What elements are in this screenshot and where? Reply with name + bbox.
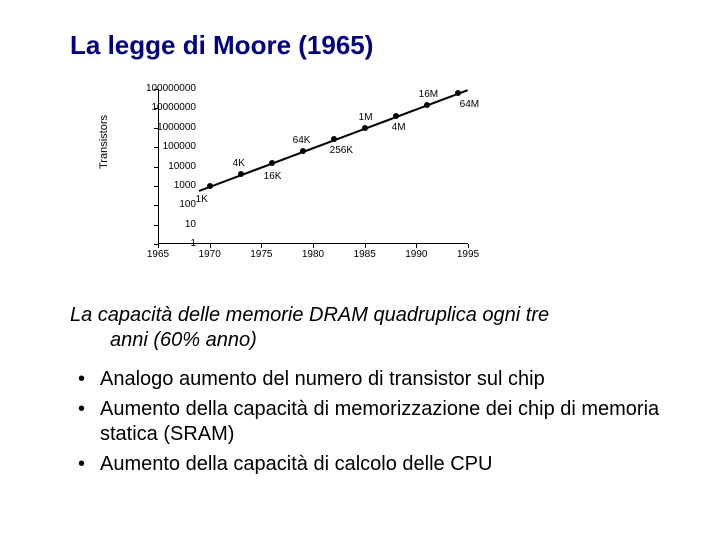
data-label: 4K: [233, 158, 245, 169]
data-label: 16M: [419, 89, 438, 100]
bullet-item: Aumento della capacità di calcolo delle …: [70, 452, 660, 478]
plot-area: [158, 89, 468, 244]
x-tick-mark: [365, 244, 366, 248]
x-tick-label: 1970: [195, 249, 225, 260]
y-tick-label: 1000: [141, 180, 196, 191]
x-tick-mark: [158, 244, 159, 248]
y-tick-mark: [154, 147, 158, 148]
y-tick-label: 10: [141, 219, 196, 230]
y-tick-mark: [154, 128, 158, 129]
x-tick-mark: [313, 244, 314, 248]
bullet-item: Analogo aumento del numero di transistor…: [70, 367, 660, 393]
y-tick-label: 1000000: [141, 122, 196, 133]
subtitle-line2: anni (60% anno): [110, 328, 660, 353]
x-tick-label: 1985: [350, 249, 380, 260]
data-point: [331, 136, 337, 142]
x-tick-label: 1965: [143, 249, 173, 260]
y-tick-mark: [154, 167, 158, 168]
y-tick-mark: [154, 108, 158, 109]
x-tick-mark: [261, 244, 262, 248]
page-title: La legge di Moore (1965): [70, 30, 660, 61]
x-tick-label: 1995: [453, 249, 483, 260]
y-tick-label: 100: [141, 199, 196, 210]
data-label: 64M: [460, 99, 479, 110]
x-tick-label: 1975: [246, 249, 276, 260]
moore-chart: Transistors 100000000 10000000 1000000 1000…: [88, 79, 508, 279]
data-label: 256K: [330, 145, 353, 156]
data-point: [455, 90, 461, 96]
data-label: 16K: [264, 171, 282, 182]
data-point: [300, 148, 306, 154]
subtitle: La capacità delle memorie DRAM quadrupli…: [70, 303, 660, 353]
y-tick-label: 10000000: [141, 102, 196, 113]
data-point: [362, 125, 368, 131]
y-axis-label: Transistors: [98, 115, 110, 169]
y-tick-mark: [154, 89, 158, 90]
subtitle-line1: La capacità delle memorie DRAM quadrupli…: [70, 304, 549, 326]
data-point: [207, 183, 213, 189]
data-point: [393, 113, 399, 119]
data-point: [424, 102, 430, 108]
x-tick-mark: [468, 244, 469, 248]
y-tick-mark: [154, 205, 158, 206]
y-tick-mark: [154, 225, 158, 226]
y-tick-label: 1: [141, 238, 196, 249]
bullet-item: Aumento della capacità di memorizzazione…: [70, 397, 660, 448]
data-label: 64K: [293, 135, 311, 146]
y-tick-label: 100000: [141, 141, 196, 152]
chart-container: Transistors 100000000 10000000 1000000 1000…: [88, 79, 660, 279]
x-tick-mark: [416, 244, 417, 248]
data-point: [269, 160, 275, 166]
x-tick-label: 1990: [401, 249, 431, 260]
data-label: 1M: [359, 112, 373, 123]
x-tick-label: 1980: [298, 249, 328, 260]
x-tick-mark: [210, 244, 211, 248]
data-label: 1K: [196, 194, 208, 205]
y-tick-label: 10000: [141, 161, 196, 172]
data-point: [238, 171, 244, 177]
bullet-list: Analogo aumento del numero di transistor…: [70, 367, 660, 477]
y-tick-mark: [154, 186, 158, 187]
data-label: 4M: [392, 122, 406, 133]
y-tick-label: 100000000: [141, 83, 196, 94]
slide: La legge di Moore (1965) Transistors 100…: [0, 0, 720, 540]
